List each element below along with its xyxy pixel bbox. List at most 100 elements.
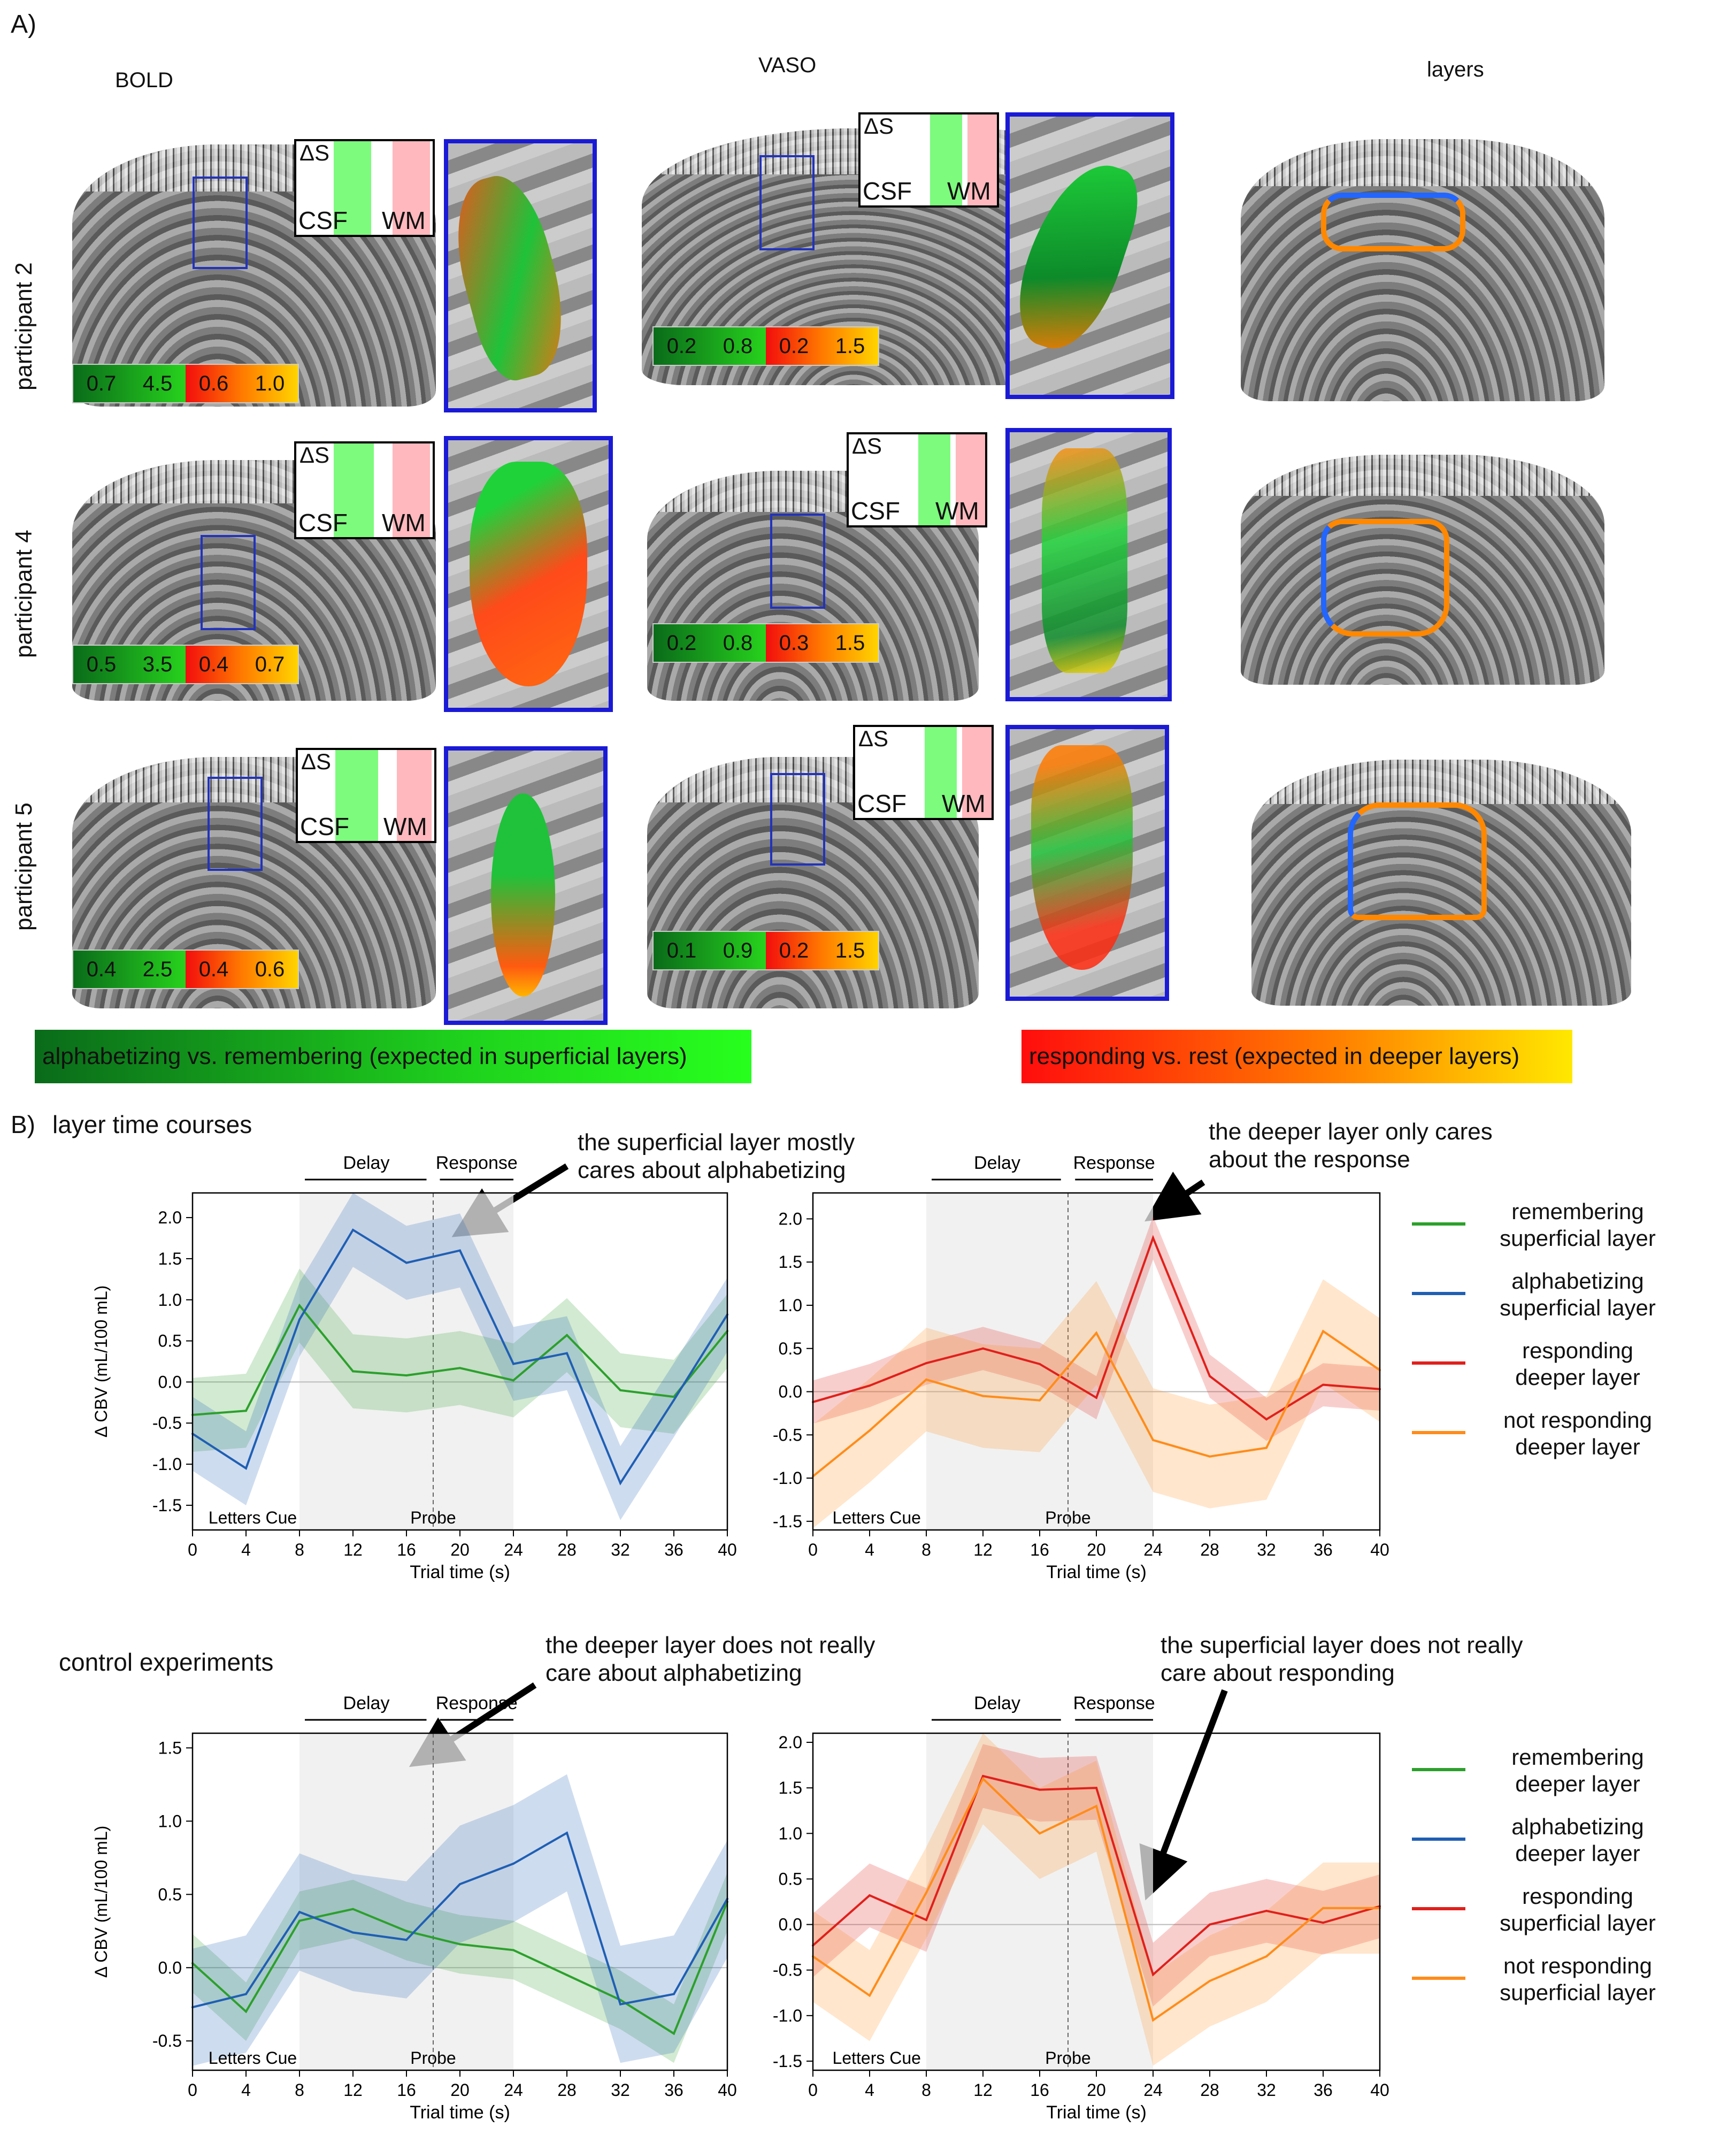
data-point — [566, 1352, 568, 1354]
roi-box — [193, 177, 248, 269]
vaso-profile-inset: ΔS CSF WM — [847, 432, 987, 527]
bold-zoom-panel — [444, 436, 613, 712]
y-tick-label: -1.5 — [152, 1496, 182, 1515]
data-point — [925, 1378, 927, 1381]
x-tick-label: 32 — [611, 2080, 630, 2100]
y-tick-label: 0.0 — [158, 1958, 182, 1977]
data-point — [1039, 1832, 1041, 1835]
y-tick-label: 1.0 — [779, 1824, 802, 1843]
data-point — [982, 1395, 984, 1397]
data-point — [1152, 2019, 1154, 2022]
chart-top-right: Delay Response 0 4 8 12 16 20 24 28 32 36 40 -1.5 -1.0… — [773, 1153, 1389, 1582]
data-point — [352, 1229, 354, 1231]
data-point — [925, 1362, 927, 1365]
roi-box — [770, 514, 825, 609]
x-tick-label: 16 — [397, 1540, 416, 1559]
vaso-profile-inset: ΔS CSF WM — [853, 725, 994, 820]
y-tick-label: 1.5 — [779, 1252, 802, 1272]
legend-swatch — [1412, 1977, 1465, 1980]
data-point — [1265, 1910, 1268, 1912]
data-point — [352, 1908, 354, 1910]
x-axis-label: Trial time (s) — [1046, 2102, 1147, 2123]
vaso-colorbar: 0.1 0.9 0.2 1.5 — [652, 931, 879, 970]
column-title-bold: BOLD — [115, 68, 173, 92]
data-point — [1152, 1237, 1154, 1239]
column-title-vaso: VASO — [758, 53, 817, 77]
annotation-deeper-response: the deeper layer only cares about the re… — [1209, 1119, 1493, 1173]
data-point — [869, 1994, 871, 1997]
vaso-profile-inset: ΔS CSF WM — [858, 112, 999, 208]
y-axis-label: Δ CBV (mL/100 mL) — [91, 1285, 111, 1438]
phase-shading — [299, 1733, 513, 2070]
y-tick-label: 1.5 — [779, 1778, 802, 1797]
y-tick-label: 1.5 — [158, 1738, 182, 1757]
roi-box — [759, 155, 815, 250]
y-tick-label: 0.0 — [779, 1915, 802, 1934]
letters-cue-label: Letters Cue — [209, 2048, 297, 2068]
x-axis-label: Trial time (s) — [410, 1562, 510, 1582]
legend-green-bar: alphabetizing vs. remembering (expected … — [35, 1030, 751, 1083]
x-tick-label: 20 — [450, 1540, 470, 1559]
layers-brain-slice — [1241, 455, 1604, 685]
panel-b-label: B) — [11, 1111, 35, 1138]
x-tick-label: 12 — [973, 1540, 993, 1559]
letters-cue-label: Letters Cue — [833, 1508, 921, 1527]
response-label: Response — [1073, 1693, 1155, 1713]
annotation-superficial-not-responding: the superficial layer does not really ca… — [1161, 1632, 1523, 1686]
x-tick-label: 32 — [1257, 1540, 1276, 1559]
legend-swatch — [1412, 1361, 1465, 1365]
bold-profile-inset: ΔS CSF WM — [294, 139, 435, 237]
bold-profile-inset: ΔS CSF WM — [296, 748, 436, 843]
x-tick-label: 8 — [921, 2080, 931, 2100]
x-tick-label: 24 — [1143, 2080, 1163, 2100]
x-tick-label: 0 — [188, 2080, 197, 2100]
delay-label: Delay — [974, 1153, 1020, 1173]
bold-profile-inset: ΔS CSF WM — [294, 441, 435, 539]
data-point — [298, 1304, 301, 1307]
bold-colorbar: 0.5 3.5 0.4 0.7 — [72, 645, 299, 684]
roi-box — [201, 535, 256, 630]
x-tick-label: 4 — [241, 2080, 251, 2100]
response-label: Response — [436, 1153, 518, 1173]
data-point — [869, 1384, 871, 1387]
delay-label: Delay — [343, 1693, 390, 1713]
chart-bottom-right: Delay Response 0 4 8 12 16 20 24 28 32 36 40 -1.5 -1.0… — [773, 1693, 1389, 2123]
data-point — [619, 1389, 621, 1391]
x-tick-label: 16 — [1030, 2080, 1049, 2100]
y-tick-label: -0.5 — [773, 1961, 802, 1980]
data-point — [869, 1894, 871, 1897]
vaso-zoom-panel — [1005, 112, 1174, 399]
data-point — [405, 1939, 408, 1941]
data-point — [566, 1973, 568, 1976]
data-point — [245, 1467, 247, 1470]
delay-label: Delay — [343, 1153, 390, 1173]
letters-cue-label: Letters Cue — [833, 2048, 921, 2068]
column-title-layers: layers — [1427, 58, 1484, 81]
x-tick-label: 8 — [295, 2080, 304, 2100]
series-band-1 — [193, 1774, 727, 2066]
x-tick-label: 36 — [664, 2080, 683, 2100]
arrow-icon — [1139, 1689, 1228, 1901]
phase-shading — [299, 1193, 513, 1530]
data-point — [1209, 1923, 1211, 1926]
x-tick-label: 36 — [1313, 1540, 1333, 1559]
y-tick-label: -0.5 — [152, 1413, 182, 1433]
x-tick-label: 0 — [808, 1540, 818, 1559]
probe-label: Probe — [1045, 1508, 1090, 1527]
x-tick-label: 4 — [865, 2080, 874, 2100]
data-point — [869, 1429, 871, 1432]
x-tick-label: 24 — [504, 2080, 523, 2100]
x-tick-label: 40 — [718, 2080, 737, 2100]
probe-label: Probe — [410, 2048, 456, 2068]
data-point — [459, 1943, 461, 1946]
x-tick-label: 36 — [1313, 2080, 1333, 2100]
data-point — [1039, 1363, 1041, 1365]
vaso-zoom-panel — [1005, 725, 1169, 1001]
y-tick-label: 1.5 — [158, 1249, 182, 1268]
layers-brain-slice — [1241, 139, 1604, 401]
y-tick-label: 0.5 — [779, 1339, 802, 1358]
data-point — [512, 1862, 514, 1865]
bold-colorbar: 0.7 4.5 0.6 1.0 — [72, 364, 299, 403]
data-point — [925, 1919, 927, 1922]
x-tick-label: 24 — [504, 1540, 523, 1559]
